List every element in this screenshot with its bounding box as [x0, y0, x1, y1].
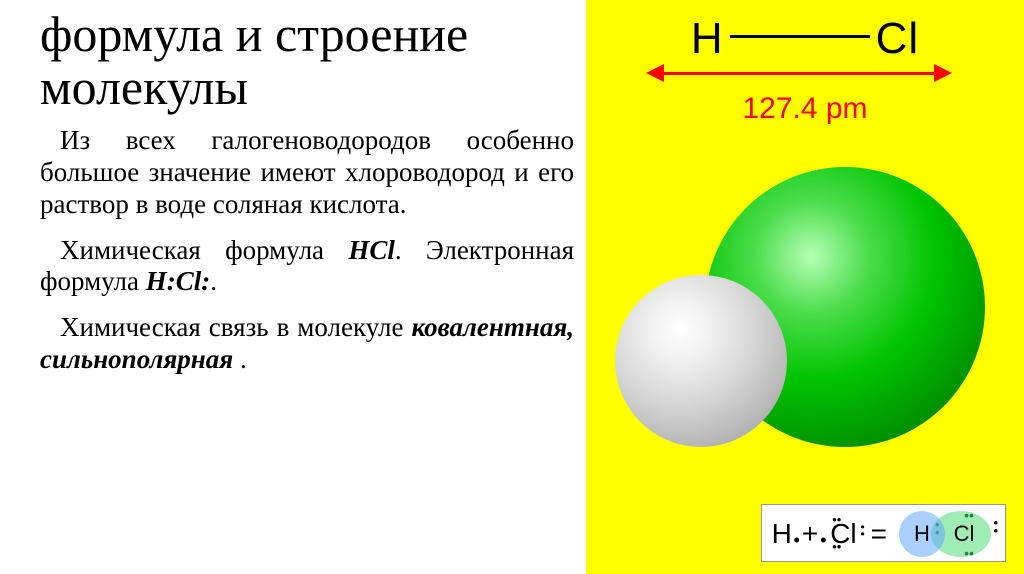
chemical-formula: HCl	[348, 235, 395, 265]
atom-h-label: H	[691, 14, 724, 63]
h-circle-icon: H	[899, 511, 945, 557]
slide-title: формула и строение молекулы	[40, 8, 574, 113]
p3-pre: Химическая связь в молекуле	[60, 312, 411, 342]
equals-sign: =	[871, 518, 887, 550]
dot-icon: •	[794, 530, 800, 551]
dot-pair-icon: ••	[832, 539, 841, 554]
lewis-structure-box: H• + • Cl •• •• •• = H Cl •• •• •• ••	[761, 504, 1006, 562]
paragraph-1: Из всех галогеноводородов особенно больш…	[40, 125, 574, 221]
arrow-right-icon	[934, 64, 952, 82]
p2-end: .	[210, 266, 217, 296]
dot-pair-icon: ••	[832, 512, 841, 527]
atom-cl-label: Cl	[876, 14, 920, 63]
lewis-cl-reactant: • Cl •• •• ••	[828, 518, 858, 550]
lewis-cl2-label: Cl	[954, 521, 975, 547]
dot-icon: •	[820, 530, 826, 551]
molecule-model	[615, 155, 995, 465]
dimension-arrow	[650, 62, 960, 90]
lewis-h2-label: H	[914, 521, 930, 547]
diagram-panel: HCl 127.4 pm H• + • Cl •• •• •• = H Cl •…	[586, 0, 1024, 574]
electronic-formula: H:Cl:	[146, 266, 211, 296]
structural-formula: H Cl 127.4 pm	[650, 14, 960, 126]
bond-line-icon	[730, 35, 870, 38]
lewis-h-label: H	[772, 518, 792, 549]
lewis-product: H Cl •• •• •• ••	[899, 511, 995, 557]
plus-sign: +	[802, 518, 818, 550]
text-column: формула и строение молекулы Из всех гало…	[0, 0, 586, 574]
paragraph-2: Химическая формула HCl. Электронная форм…	[40, 235, 574, 299]
bond-distance: 127.4 pm	[650, 92, 960, 126]
p2-pre: Химическая формула	[60, 235, 348, 265]
arrow-line-icon	[662, 72, 935, 75]
lewis-h-reactant: H•	[772, 518, 792, 550]
paragraph-3: Химическая связь в молекуле ковалентная,…	[40, 312, 574, 376]
p3-end: .	[233, 344, 247, 374]
lone-pair-icon: ••	[993, 519, 998, 535]
hydrogen-atom-icon	[615, 275, 787, 447]
dot-pair-icon: ••	[860, 524, 864, 538]
structural-line: H Cl	[650, 14, 960, 64]
